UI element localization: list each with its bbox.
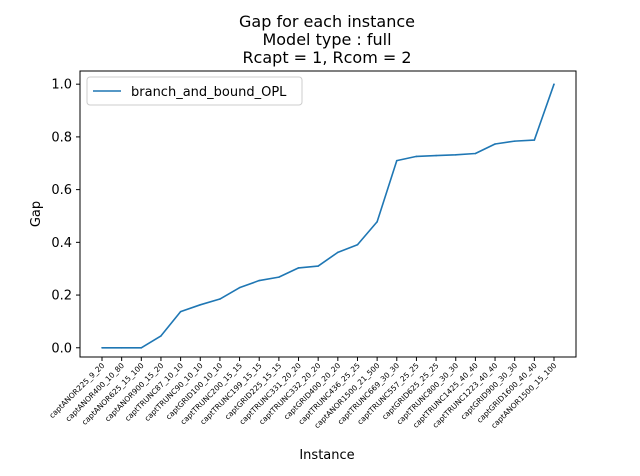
y-tick-label: 0.2 (51, 289, 72, 304)
data-point (278, 276, 280, 278)
data-point (337, 251, 339, 254)
data-point (140, 346, 143, 349)
axes: 0.00.20.40.60.81.0captANOR225_9_20captAN… (47, 70, 577, 430)
y-axis-label: Gap (29, 201, 44, 227)
legend: branch_and_bound_OPL (86, 76, 303, 106)
data-point (474, 152, 477, 155)
data-point (179, 310, 182, 313)
y-tick-label: 0.0 (51, 341, 72, 356)
data-point (160, 335, 162, 337)
data-point (376, 220, 378, 223)
y-tick-label: 0.8 (51, 130, 72, 145)
data-point (454, 154, 457, 156)
data-point (533, 139, 536, 141)
x-axis-label: Instance (299, 448, 354, 463)
legend-label: branch_and_bound_OPL (131, 85, 287, 100)
data-point (553, 83, 555, 85)
data-point (219, 298, 221, 300)
data-point (258, 279, 261, 282)
data-point (101, 346, 103, 349)
y-tick-label: 0.6 (51, 183, 72, 198)
data-point (513, 140, 516, 142)
data-point (395, 159, 398, 162)
data-point (297, 267, 300, 269)
data-point (415, 155, 418, 158)
data-point (238, 286, 241, 289)
plot-area (101, 83, 555, 349)
data-point (120, 346, 123, 349)
data-point (317, 265, 319, 267)
chart-title-line-2: Model type : full (262, 30, 391, 49)
y-tick-label: 1.0 (51, 78, 72, 93)
data-point (435, 154, 437, 157)
y-tick-label: 0.4 (51, 236, 72, 251)
plot-frame (79, 70, 577, 358)
legend-frame (86, 76, 303, 106)
data-point (494, 143, 496, 145)
chart-title-line-3: Rcapt = 1, Rcom = 2 (242, 48, 411, 67)
series-line-branch-and-bound-opl (102, 83, 555, 349)
data-point (199, 304, 202, 306)
data-point (356, 243, 359, 246)
chart-title-line-1: Gap for each instance (239, 12, 415, 31)
